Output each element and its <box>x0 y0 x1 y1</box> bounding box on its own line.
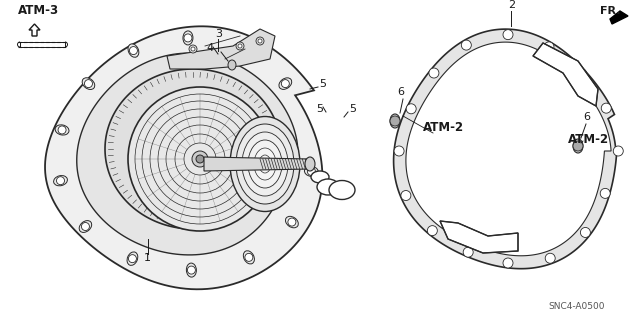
Ellipse shape <box>236 43 248 56</box>
Circle shape <box>191 47 195 51</box>
Ellipse shape <box>82 78 95 90</box>
Ellipse shape <box>236 124 294 204</box>
Text: FR.: FR. <box>600 6 621 16</box>
Ellipse shape <box>128 44 139 57</box>
Circle shape <box>394 146 404 156</box>
Text: 4: 4 <box>206 43 213 53</box>
Text: 3: 3 <box>215 29 222 39</box>
Circle shape <box>401 190 411 201</box>
Circle shape <box>238 45 246 53</box>
Circle shape <box>56 177 65 185</box>
Ellipse shape <box>54 175 67 186</box>
Ellipse shape <box>186 263 196 277</box>
Ellipse shape <box>311 171 329 183</box>
Circle shape <box>245 253 253 261</box>
Circle shape <box>573 141 583 151</box>
Circle shape <box>463 247 473 257</box>
Circle shape <box>188 266 195 274</box>
Circle shape <box>601 103 611 113</box>
Circle shape <box>189 45 197 53</box>
Circle shape <box>503 30 513 40</box>
Circle shape <box>406 104 416 114</box>
Circle shape <box>129 255 136 263</box>
Ellipse shape <box>329 181 355 199</box>
Ellipse shape <box>317 179 339 195</box>
Text: 5: 5 <box>349 104 356 114</box>
Polygon shape <box>167 29 275 69</box>
Polygon shape <box>533 43 598 106</box>
Circle shape <box>256 37 264 45</box>
Circle shape <box>192 151 208 167</box>
Ellipse shape <box>242 132 288 196</box>
Circle shape <box>128 87 272 231</box>
Ellipse shape <box>248 140 282 188</box>
Circle shape <box>600 189 610 198</box>
Polygon shape <box>77 53 298 255</box>
Circle shape <box>613 146 623 156</box>
Ellipse shape <box>259 155 271 173</box>
Ellipse shape <box>228 60 236 70</box>
Ellipse shape <box>279 78 292 89</box>
Circle shape <box>461 40 471 50</box>
Circle shape <box>84 80 92 88</box>
Text: 1: 1 <box>144 253 151 263</box>
Ellipse shape <box>55 125 69 135</box>
Circle shape <box>428 226 437 236</box>
Ellipse shape <box>285 216 298 228</box>
Polygon shape <box>440 221 518 253</box>
Circle shape <box>238 44 242 48</box>
Ellipse shape <box>230 116 300 211</box>
Circle shape <box>429 68 439 78</box>
Circle shape <box>81 223 90 231</box>
Ellipse shape <box>127 252 138 265</box>
Text: ATM-3: ATM-3 <box>18 4 59 17</box>
Text: 5: 5 <box>316 104 323 114</box>
Ellipse shape <box>254 148 276 180</box>
Polygon shape <box>406 42 611 256</box>
Text: ATM-2: ATM-2 <box>568 133 609 146</box>
Ellipse shape <box>305 157 315 171</box>
Circle shape <box>258 39 262 43</box>
Circle shape <box>184 34 192 42</box>
Circle shape <box>196 155 204 163</box>
Text: ATM-2: ATM-2 <box>423 121 464 134</box>
Circle shape <box>288 218 296 226</box>
Polygon shape <box>610 11 628 24</box>
Text: 6: 6 <box>397 87 404 97</box>
Ellipse shape <box>305 167 318 176</box>
Ellipse shape <box>243 251 255 264</box>
Ellipse shape <box>390 114 400 128</box>
Polygon shape <box>29 24 40 36</box>
Circle shape <box>577 69 587 78</box>
Circle shape <box>129 47 138 55</box>
Circle shape <box>580 227 590 237</box>
Circle shape <box>544 42 554 52</box>
Text: 6: 6 <box>583 112 590 122</box>
Ellipse shape <box>573 139 583 153</box>
Polygon shape <box>45 26 323 289</box>
Circle shape <box>545 253 556 263</box>
Polygon shape <box>204 157 310 171</box>
Text: SNC4-A0500: SNC4-A0500 <box>548 302 605 311</box>
Circle shape <box>307 167 316 175</box>
Polygon shape <box>394 29 617 269</box>
Circle shape <box>58 126 66 134</box>
Circle shape <box>236 42 244 50</box>
Circle shape <box>390 116 400 126</box>
Circle shape <box>282 80 289 88</box>
Circle shape <box>503 258 513 268</box>
Ellipse shape <box>79 221 92 233</box>
Text: 5: 5 <box>319 79 326 89</box>
Ellipse shape <box>183 31 193 45</box>
Polygon shape <box>105 69 281 229</box>
Text: 2: 2 <box>508 0 515 10</box>
